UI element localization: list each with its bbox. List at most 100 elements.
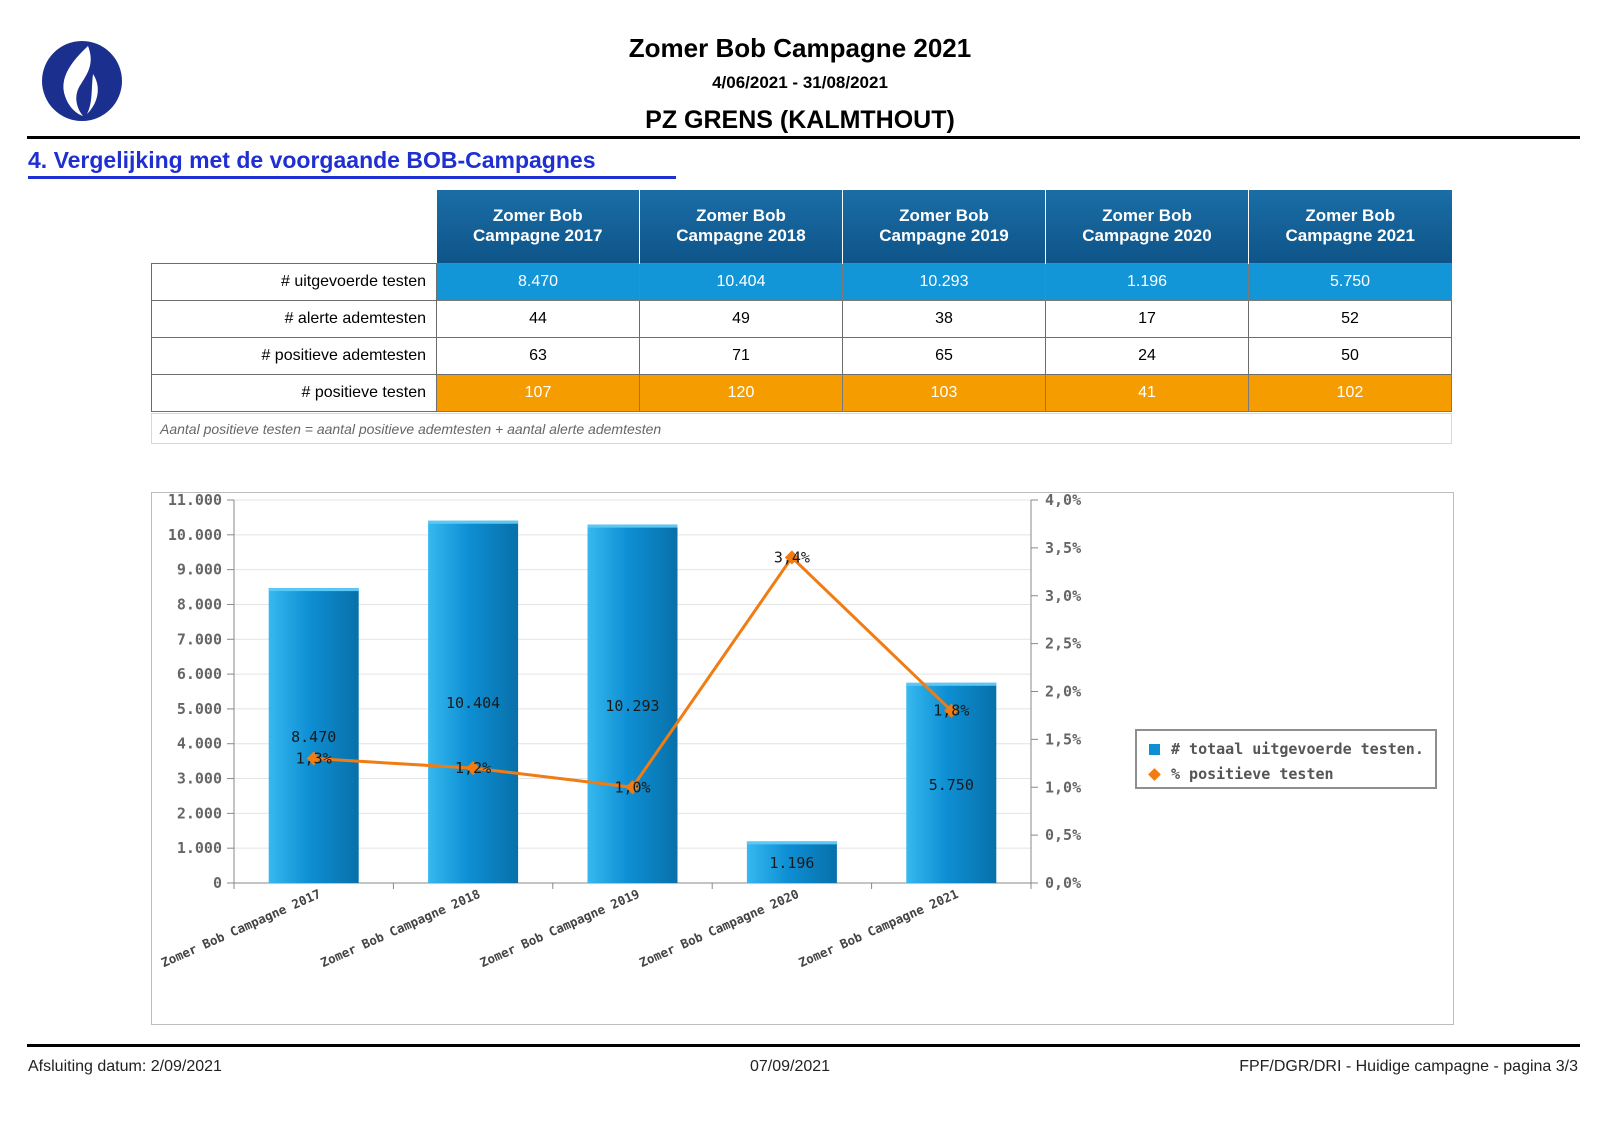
- y2-tick-label: 0,5%: [1045, 826, 1081, 844]
- report-period: 4/06/2021 - 31/08/2021: [712, 73, 888, 92]
- y-tick-label: 10.000: [168, 526, 222, 544]
- column-header-label: Zomer Bob Campagne 2017: [473, 206, 603, 246]
- column-header-label: Zomer Bob Campagne 2021: [1285, 206, 1415, 246]
- table-cell: 44: [436, 299, 640, 338]
- page-reference: FPF/DGR/DRI - Huidige campagne - pagina …: [1239, 1058, 1578, 1075]
- table-corner-cell: [151, 190, 437, 263]
- row-label: # uitgevoerde testen: [151, 262, 437, 301]
- x-category-label: Zomer Bob Campagne 2019: [477, 886, 641, 970]
- y-tick-label: 0: [213, 874, 222, 892]
- table-cell: 24: [1045, 336, 1249, 375]
- row-label: # positieve testen: [151, 373, 437, 412]
- y-tick-label: 11.000: [168, 492, 222, 509]
- report-title: Zomer Bob Campagne 2021: [628, 33, 972, 63]
- line-value-label: 1,3%: [296, 750, 332, 768]
- line-value-label: 1,8%: [933, 702, 969, 720]
- table-cell: 41: [1045, 373, 1249, 412]
- table-cell: 1.196: [1045, 262, 1249, 301]
- closing-date: Afsluiting datum: 2/09/2021: [28, 1058, 222, 1075]
- line-marker-diamond: [784, 550, 799, 565]
- row-label: # alerte ademtesten: [151, 299, 437, 338]
- table-cell: 120: [639, 373, 843, 412]
- y-tick-label: 5.000: [177, 700, 222, 718]
- table-cell: 10.404: [639, 262, 843, 301]
- bar-top-highlight: [428, 520, 519, 524]
- legend-diamond-icon: [1148, 767, 1161, 781]
- table-row: # alerte ademtesten 44 49 38 17 52: [151, 299, 1452, 338]
- comparison-table: Zomer Bob Campagne 2017 Zomer Bob Campagne…: [151, 190, 1452, 412]
- column-header: Zomer Bob Campagne 2021: [1248, 190, 1452, 263]
- line-marker-diamond: [466, 761, 481, 776]
- y-tick-label: 8.000: [177, 595, 222, 613]
- y-tick-label: 4.000: [177, 735, 222, 753]
- legend-label: % positieve testen: [1171, 765, 1334, 783]
- header-divider: [27, 136, 1580, 139]
- table-cell: 71: [639, 336, 843, 375]
- table-note: Aantal positieve testen = aantal positie…: [151, 413, 1452, 444]
- table-row: # positieve ademtesten 63 71 65 24 50: [151, 336, 1452, 375]
- legend-item-percentage: % positieve testen: [1148, 765, 1334, 783]
- table-cell: 5.750: [1248, 262, 1452, 301]
- table-row: # positieve testen 107 120 103 41 102: [151, 373, 1452, 412]
- table-cell: 10.293: [842, 262, 1046, 301]
- y-tick-label: 7.000: [177, 630, 222, 648]
- line-value-label: 1,0%: [614, 778, 650, 796]
- y-tick-label: 6.000: [177, 665, 222, 683]
- row-label: # positieve ademtesten: [151, 336, 437, 375]
- table-header-row: Zomer Bob Campagne 2017 Zomer Bob Campagne…: [151, 190, 1452, 263]
- y-tick-label: 3.000: [177, 770, 222, 788]
- table-cell: 38: [842, 299, 1046, 338]
- table-cell: 107: [436, 373, 640, 412]
- y2-tick-label: 1,0%: [1045, 778, 1081, 796]
- table-row: # uitgevoerde testen 8.470 10.404 10.293…: [151, 262, 1452, 301]
- x-category-label: Zomer Bob Campagne 2021: [796, 886, 960, 970]
- chart-frame: [151, 492, 1454, 1025]
- chart-legend: # totaal uitgevoerde testen. % positieve…: [1135, 729, 1437, 789]
- line-marker-diamond: [625, 780, 640, 795]
- section-underline: [28, 176, 676, 179]
- legend-item-tests: # totaal uitgevoerde testen.: [1149, 740, 1424, 758]
- table-cell: 63: [436, 336, 640, 375]
- y2-tick-label: 4,0%: [1045, 492, 1081, 509]
- column-header: Zomer Bob Campagne 2018: [639, 190, 843, 263]
- x-category-label: Zomer Bob Campagne 2017: [159, 886, 323, 970]
- bar-top-highlight: [587, 524, 678, 528]
- bar-value-label: 10.404: [446, 694, 500, 712]
- bar-value-label: 5.750: [929, 776, 974, 794]
- y2-tick-label: 3,5%: [1045, 539, 1081, 557]
- police-zone: PZ GRENS (KALMTHOUT): [645, 106, 955, 134]
- column-header-label: Zomer Bob Campagne 2019: [879, 206, 1009, 246]
- bar-value-label: 8.470: [291, 728, 336, 746]
- bar-value-label: 1.196: [769, 854, 814, 872]
- y-tick-label: 9.000: [177, 561, 222, 579]
- legend-square-icon: [1149, 743, 1160, 755]
- table-cell: 102: [1248, 373, 1452, 412]
- y2-tick-label: 2,5%: [1045, 635, 1081, 653]
- y-tick-label: 1.000: [177, 839, 222, 857]
- table-cell: 52: [1248, 299, 1452, 338]
- line-value-label: 1,2%: [455, 759, 491, 777]
- combo-chart: 0 1.000 2.000 3.000 4.000 5.000 6.000 7.000 8.00…: [159, 492, 1081, 970]
- y2-tick-label: 3,0%: [1045, 587, 1081, 605]
- column-header: Zomer Bob Campagne 2019: [842, 190, 1046, 263]
- y2-tick-label: 1,5%: [1045, 730, 1081, 748]
- bar: [587, 524, 678, 883]
- bar-value-label: 10.293: [605, 697, 659, 715]
- y2-tick-label: 2,0%: [1045, 683, 1081, 701]
- bar: [268, 588, 359, 883]
- legend-label: # totaal uitgevoerde testen.: [1171, 740, 1424, 758]
- table-cell: 65: [842, 336, 1046, 375]
- column-header: Zomer Bob Campagne 2020: [1045, 190, 1249, 263]
- table-cell: 17: [1045, 299, 1249, 338]
- column-header: Zomer Bob Campagne 2017: [436, 190, 640, 263]
- table-cell: 8.470: [436, 262, 640, 301]
- y-tick-label: 2.000: [177, 804, 222, 822]
- column-header-label: Zomer Bob Campagne 2018: [676, 206, 806, 246]
- table-cell: 49: [639, 299, 843, 338]
- police-flame-logo: [42, 41, 122, 121]
- column-header-label: Zomer Bob Campagne 2020: [1082, 206, 1212, 246]
- table-cell: 103: [842, 373, 1046, 412]
- bar: [428, 520, 519, 883]
- line-value-label: 3,4%: [774, 548, 810, 566]
- table-cell: 50: [1248, 336, 1452, 375]
